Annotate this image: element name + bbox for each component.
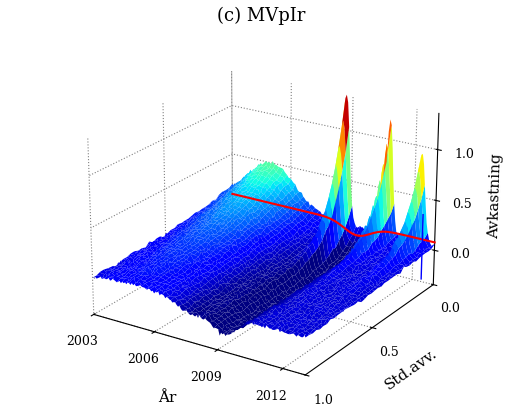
Y-axis label: Std.avv.: Std.avv.	[382, 346, 440, 392]
X-axis label: År: År	[158, 391, 176, 405]
Title: (c) MVpIr: (c) MVpIr	[217, 7, 305, 25]
